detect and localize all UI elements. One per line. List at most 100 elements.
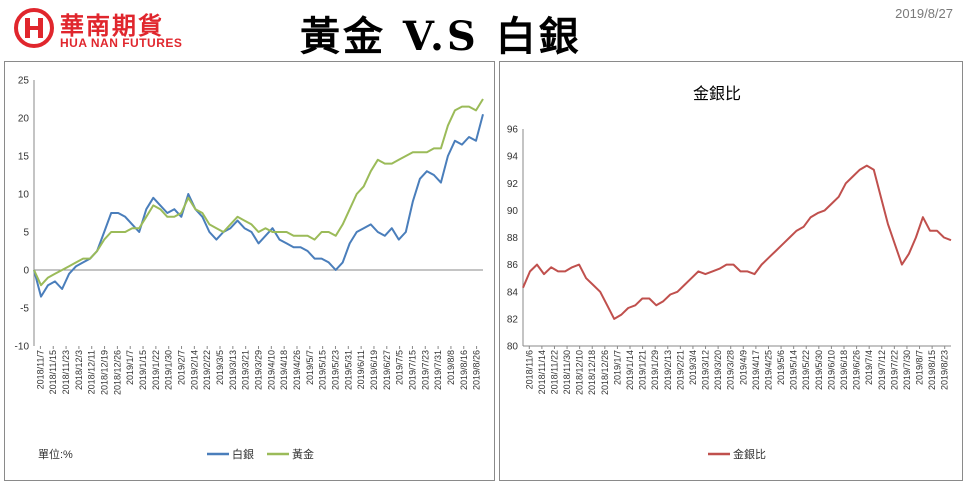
x-tick-label: 2019/5/14 (789, 350, 799, 390)
x-tick-label: 2019/2/13 (663, 350, 673, 390)
x-tick-label: 2019/4/9 (738, 350, 748, 385)
x-tick-label: 2019/1/21 (638, 350, 648, 390)
x-tick-label: 2019/4/26 (292, 350, 302, 390)
gold-silver-ratio-chart: 80 82 84 86 88 90 92 94 96 2018/11/6 2018/11/14 201… (499, 61, 963, 481)
x-tick-label: 2019/7/31 (433, 350, 443, 390)
hua-nan-logo-icon (14, 8, 54, 48)
x-tick-label: 2019/7/23 (420, 350, 430, 390)
y-tick-label: 80 (507, 342, 519, 353)
x-tick-label: 2019/8/23 (940, 350, 950, 390)
y-tick-label: 25 (18, 76, 30, 87)
gold-silver-return-chart: -10 -5 0 5 10 15 20 25 2018/11/7 2018/11/15 2018/1… (4, 61, 495, 481)
x-tick-label: 2019/6/27 (382, 350, 392, 390)
y-tick-label: -5 (20, 304, 29, 315)
x-tick-label: 2018/12/26 (112, 350, 122, 395)
x-tick-label: 2019/3/4 (688, 350, 698, 385)
y-tick-label: -10 (15, 342, 30, 353)
y-tick-label: 20 (18, 114, 30, 125)
x-tick-label: 2019/6/10 (826, 350, 836, 390)
x-tick-label: 2019/6/18 (839, 350, 849, 390)
x-tick-label: 2019/8/7 (915, 350, 925, 385)
x-tick-label: 2018/11/23 (61, 350, 71, 394)
series-line-金銀比 (522, 164, 952, 320)
x-tick-label: 2019/7/22 (889, 350, 899, 390)
x-tick-label: 2019/4/17 (751, 350, 761, 390)
x-tick-label: 2019/1/15 (138, 350, 148, 390)
x-tick-label: 2018/11/22 (549, 350, 559, 394)
x-tick-label: 2019/1/22 (151, 350, 161, 390)
x-tick-label: 2019/6/19 (369, 350, 379, 390)
x-tick-label: 2018/12/18 (587, 350, 597, 395)
series-line-白銀 (33, 113, 484, 298)
x-tick-label: 2019/5/6 (776, 350, 786, 385)
x-tick-label: 2019/5/7 (305, 350, 315, 385)
x-tick-label: 2019/1/7 (125, 350, 135, 385)
y-tick-label: 96 (507, 125, 519, 136)
x-tick-label: 2019/5/22 (801, 350, 811, 390)
x-tick-label: 2018/11/30 (562, 350, 572, 394)
x-tick-label: 2019/2/22 (202, 350, 212, 390)
y-tick-label: 84 (507, 287, 519, 298)
x-tick-label: 2019/8/16 (459, 350, 469, 390)
y-tick-label: 5 (23, 228, 29, 239)
company-logo: 華南期貨 HUA NAN FUTURES (14, 6, 224, 50)
y-tick-label: 86 (507, 260, 519, 271)
x-tick-label: 2019/7/15 (407, 350, 417, 390)
x-tick-label: 2019/2/21 (675, 350, 685, 390)
x-tick-label: 2018/12/10 (575, 350, 585, 395)
x-tick-label: 2019/1/7 (612, 350, 622, 385)
legend-label: 白銀 (232, 447, 254, 461)
x-tick-label: 2018/11/14 (537, 350, 547, 394)
y-tick-label: 92 (507, 179, 519, 190)
series-line-黃金 (33, 98, 484, 287)
x-tick-label: 2019/3/5 (215, 350, 225, 385)
x-tick-label: 2018/11/6 (524, 350, 534, 389)
y-tick-label: 10 (18, 190, 30, 201)
x-tick-label: 2019/4/25 (763, 350, 773, 390)
x-tick-label: 2018/11/7 (35, 350, 45, 389)
x-tick-label: 2019/7/4 (864, 350, 874, 385)
x-tick-label: 2019/3/29 (254, 350, 264, 390)
x-tick-label: 2018/12/11 (87, 350, 97, 394)
y-tick-label: 82 (507, 314, 519, 325)
y-tick-label: 94 (507, 152, 519, 163)
x-tick-label: 2019/8/15 (927, 350, 937, 390)
page-title: 黃金 V.S 白銀 (300, 13, 582, 60)
x-tick-label: 2018/12/26 (600, 350, 610, 395)
legend-label: 黃金 (292, 447, 314, 461)
x-tick-label: 2019/6/11 (356, 350, 366, 389)
x-tick-label: 2019/6/26 (852, 350, 862, 390)
x-tick-label: 2019/1/30 (164, 350, 174, 390)
unit-label: 單位:% (38, 447, 73, 461)
report-date: 2019/8/27 (895, 6, 953, 21)
x-tick-label: 2019/5/23 (330, 350, 340, 390)
x-tick-label: 2019/5/31 (343, 350, 353, 390)
x-tick-label: 2019/2/7 (177, 350, 187, 385)
x-tick-label: 2019/3/28 (726, 350, 736, 390)
x-tick-label: 2019/8/26 (472, 350, 482, 390)
x-tick-label: 2019/3/20 (713, 350, 723, 390)
x-tick-label: 2019/1/14 (625, 350, 635, 390)
x-tick-label: 2019/5/30 (814, 350, 824, 390)
x-tick-label: 2018/12/3 (74, 350, 84, 390)
y-tick-label: 88 (507, 233, 519, 244)
x-tick-label: 2019/4/10 (266, 350, 276, 390)
x-tick-label: 2018/12/19 (100, 350, 110, 395)
x-tick-label: 2018/11/15 (48, 350, 58, 394)
y-tick-label: 15 (18, 152, 30, 163)
logo-chinese-name: 華南期貨 (60, 12, 164, 40)
y-tick-label: 0 (23, 266, 29, 277)
legend-label: 金銀比 (733, 447, 766, 461)
chart-title: 金銀比 (693, 85, 741, 103)
x-tick-label: 2019/7/5 (395, 350, 405, 385)
x-tick-label: 2019/1/29 (650, 350, 660, 390)
x-tick-label: 2019/3/12 (701, 350, 711, 390)
x-tick-label: 2019/3/13 (228, 350, 238, 390)
x-tick-label: 2019/8/8 (446, 350, 456, 385)
x-tick-label: 2019/4/18 (279, 350, 289, 390)
x-tick-label: 2019/3/21 (241, 350, 251, 390)
logo-english-name: HUA NAN FUTURES (60, 36, 183, 50)
x-tick-label: 2019/7/12 (877, 350, 887, 390)
